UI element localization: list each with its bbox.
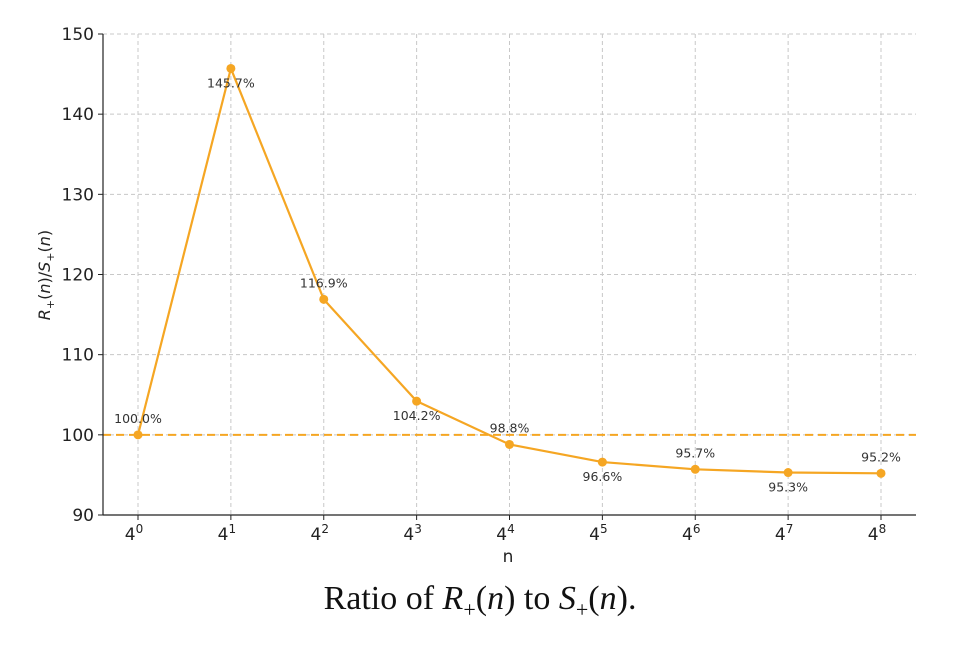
data-point <box>783 468 793 478</box>
data-point <box>690 464 700 474</box>
data-label: 116.9% <box>300 275 348 290</box>
figure-caption: Ratio of R+(n) to S+(n). <box>323 580 637 622</box>
caption-n-2: n <box>599 580 617 617</box>
x-tick-label: 42 <box>311 522 329 545</box>
caption-end: . <box>627 580 637 617</box>
x-tick-label: 44 <box>496 522 514 545</box>
caption-plus-1: + <box>463 596 476 622</box>
data-point <box>226 63 236 73</box>
data-point <box>876 468 886 478</box>
y-tick-label: 130 <box>62 185 94 205</box>
x-tick-label: 41 <box>218 522 236 545</box>
x-tick-label: 43 <box>403 522 421 545</box>
data-point <box>505 439 514 449</box>
caption-n-1: n <box>487 580 505 617</box>
data-label: 95.7% <box>675 445 715 460</box>
data-label: 104.2% <box>393 408 441 423</box>
x-tick-label: 47 <box>775 522 793 545</box>
data-label: 96.6% <box>583 469 623 484</box>
x-tick-label: 40 <box>125 522 143 545</box>
data-point <box>412 396 422 406</box>
data-label: 98.8% <box>490 420 530 435</box>
y-tick-label: 140 <box>62 105 94 125</box>
x-axis-title: n <box>503 547 514 567</box>
y-axis-title: R+(n)/S+(n) <box>35 230 57 320</box>
y-tick-label: 150 <box>62 25 94 45</box>
series-group <box>133 63 886 478</box>
data-point <box>133 430 143 440</box>
data-label: 95.2% <box>861 449 901 464</box>
data-point <box>597 457 607 467</box>
axes: 90 100 110 120 130 140 150 40 41 42 43 44 45 46 47 48 <box>62 25 916 545</box>
caption-r: R <box>442 580 464 617</box>
x-tick-label: 48 <box>868 522 886 545</box>
data-label: 145.7% <box>207 75 255 90</box>
data-label: 95.3% <box>768 480 808 495</box>
caption-prefix: Ratio of <box>323 580 443 617</box>
caption-plus-2: + <box>575 596 589 622</box>
x-tick-label: 46 <box>682 522 700 545</box>
data-point <box>319 294 329 304</box>
chart: 90 100 110 120 130 140 150 40 41 42 43 44 45 46 47 48 1… <box>35 25 916 567</box>
y-tick-label: 110 <box>62 346 94 366</box>
y-tick-label: 100 <box>62 426 94 446</box>
data-labels: 100.0% 145.7% 116.9% 104.2% 98.8% 96.6% 95.7% 9… <box>114 75 901 494</box>
y-tick-label: 120 <box>62 266 94 286</box>
x-tick-label: 45 <box>589 522 607 545</box>
y-tick-label: 90 <box>72 506 94 526</box>
caption-s: S <box>558 580 576 617</box>
caption-middle: to <box>515 580 559 617</box>
data-label: 100.0% <box>114 411 162 426</box>
